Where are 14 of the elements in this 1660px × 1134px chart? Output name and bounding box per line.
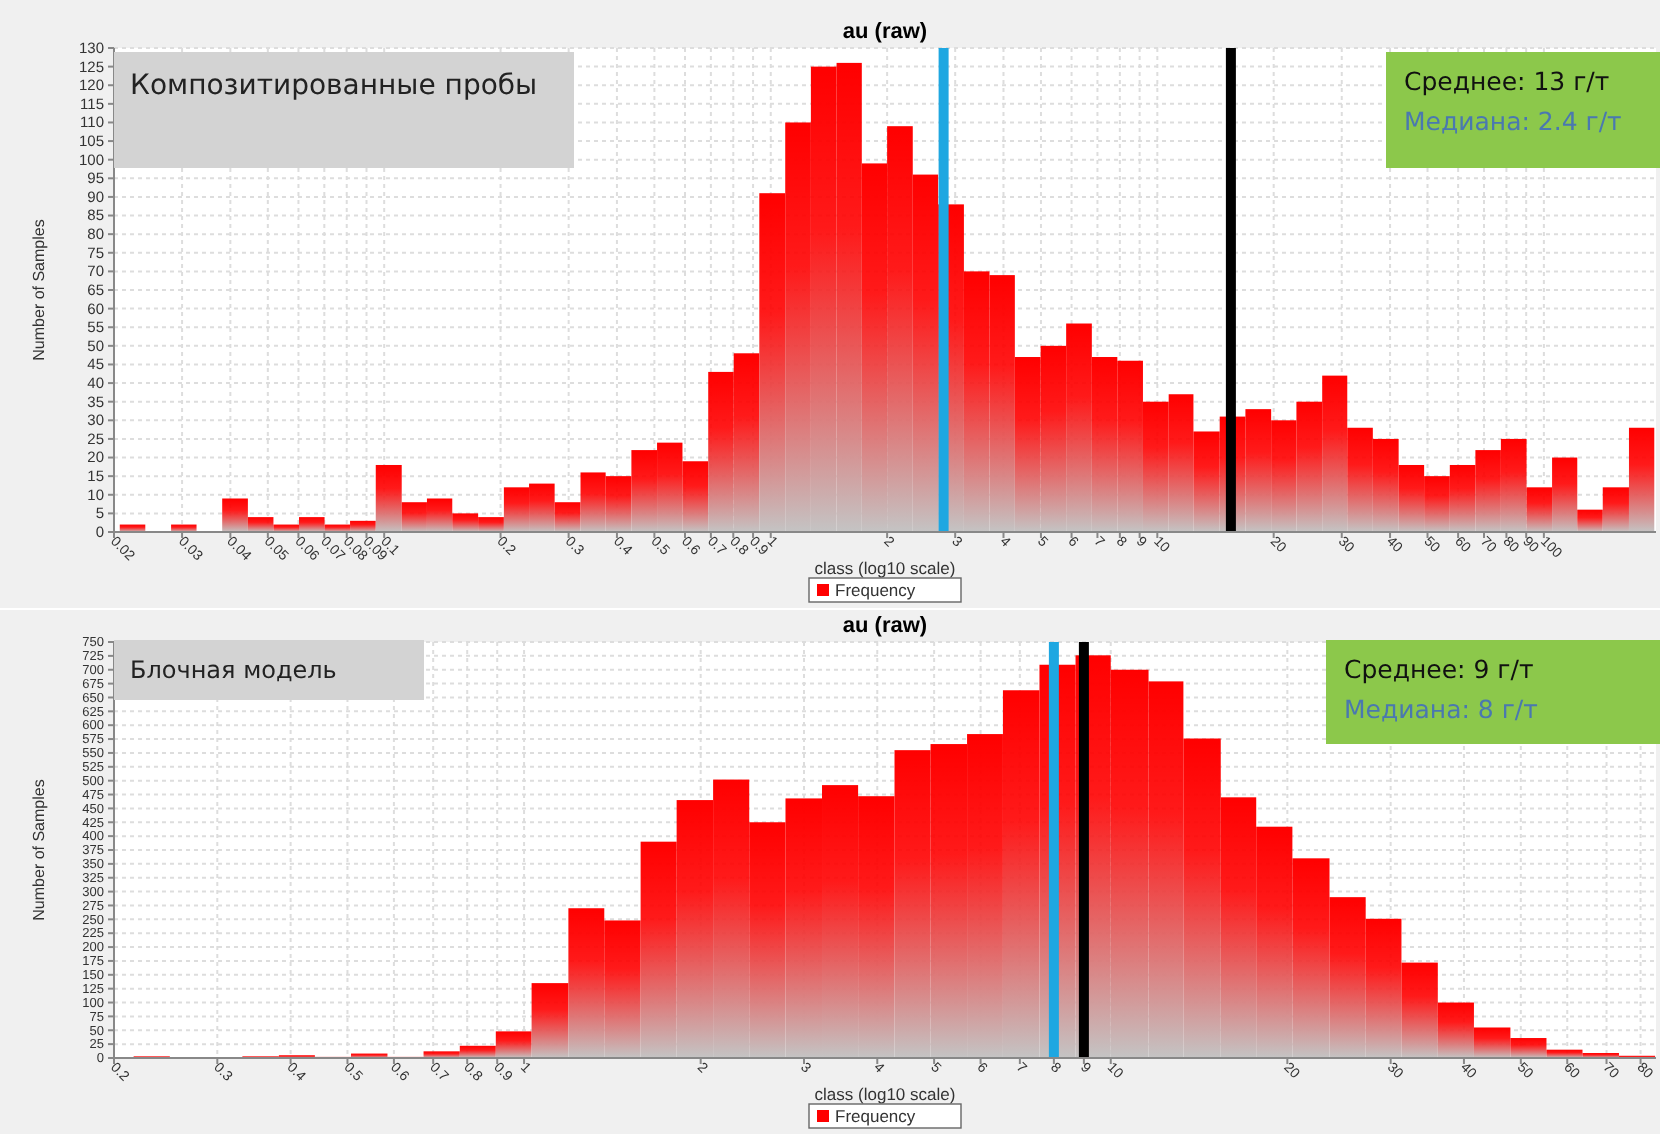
annotation: Медиана: 8 г/т [1344,694,1538,724]
annotation: Медиана: 2.4 г/т [1404,106,1622,136]
annotation: Блочная модель [130,656,337,684]
y-axis-title: Number of Samples [30,219,48,361]
x-axis-title: class (log10 scale) [814,1084,956,1104]
annotation: Композитированные пробы [130,70,538,102]
y-axis-title: Number of Samples [30,779,48,921]
x-axis-title: class (log10 scale) [814,558,956,578]
legend-label: Frequency [835,580,917,600]
annotation: Среднее: 13 г/т [1404,66,1610,96]
chart-title: au (raw) [842,20,928,44]
chart-title: au (raw) [842,614,928,638]
annotation: Среднее: 9 г/т [1344,654,1534,684]
legend-label: Frequency [835,1106,917,1126]
